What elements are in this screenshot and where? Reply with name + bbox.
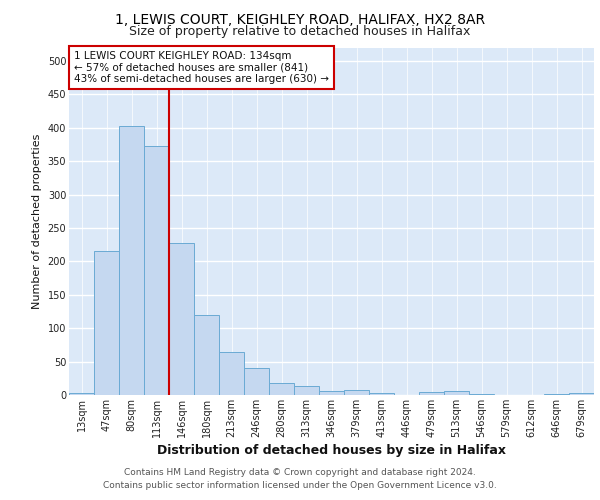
Bar bbox=[444, 391, 469, 395]
Bar bbox=[194, 315, 219, 395]
Bar bbox=[319, 391, 344, 395]
Bar bbox=[569, 393, 594, 395]
Bar bbox=[344, 390, 369, 395]
Bar bbox=[69, 393, 94, 395]
Text: Size of property relative to detached houses in Halifax: Size of property relative to detached ho… bbox=[130, 25, 470, 38]
Bar bbox=[469, 394, 494, 395]
X-axis label: Distribution of detached houses by size in Halifax: Distribution of detached houses by size … bbox=[157, 444, 506, 457]
Y-axis label: Number of detached properties: Number of detached properties bbox=[32, 134, 42, 309]
Bar bbox=[169, 242, 194, 395]
Bar bbox=[419, 392, 444, 395]
Bar bbox=[219, 352, 244, 395]
Bar bbox=[144, 146, 169, 395]
Bar bbox=[269, 383, 294, 395]
Text: 1 LEWIS COURT KEIGHLEY ROAD: 134sqm
← 57% of detached houses are smaller (841)
4: 1 LEWIS COURT KEIGHLEY ROAD: 134sqm ← 57… bbox=[74, 51, 329, 84]
Bar bbox=[244, 368, 269, 395]
Bar bbox=[544, 394, 569, 395]
Bar bbox=[94, 250, 119, 395]
Bar bbox=[294, 386, 319, 395]
Bar bbox=[119, 126, 144, 395]
Bar bbox=[369, 393, 394, 395]
Text: Contains public sector information licensed under the Open Government Licence v3: Contains public sector information licen… bbox=[103, 480, 497, 490]
Text: 1, LEWIS COURT, KEIGHLEY ROAD, HALIFAX, HX2 8AR: 1, LEWIS COURT, KEIGHLEY ROAD, HALIFAX, … bbox=[115, 12, 485, 26]
Text: Contains HM Land Registry data © Crown copyright and database right 2024.: Contains HM Land Registry data © Crown c… bbox=[124, 468, 476, 477]
